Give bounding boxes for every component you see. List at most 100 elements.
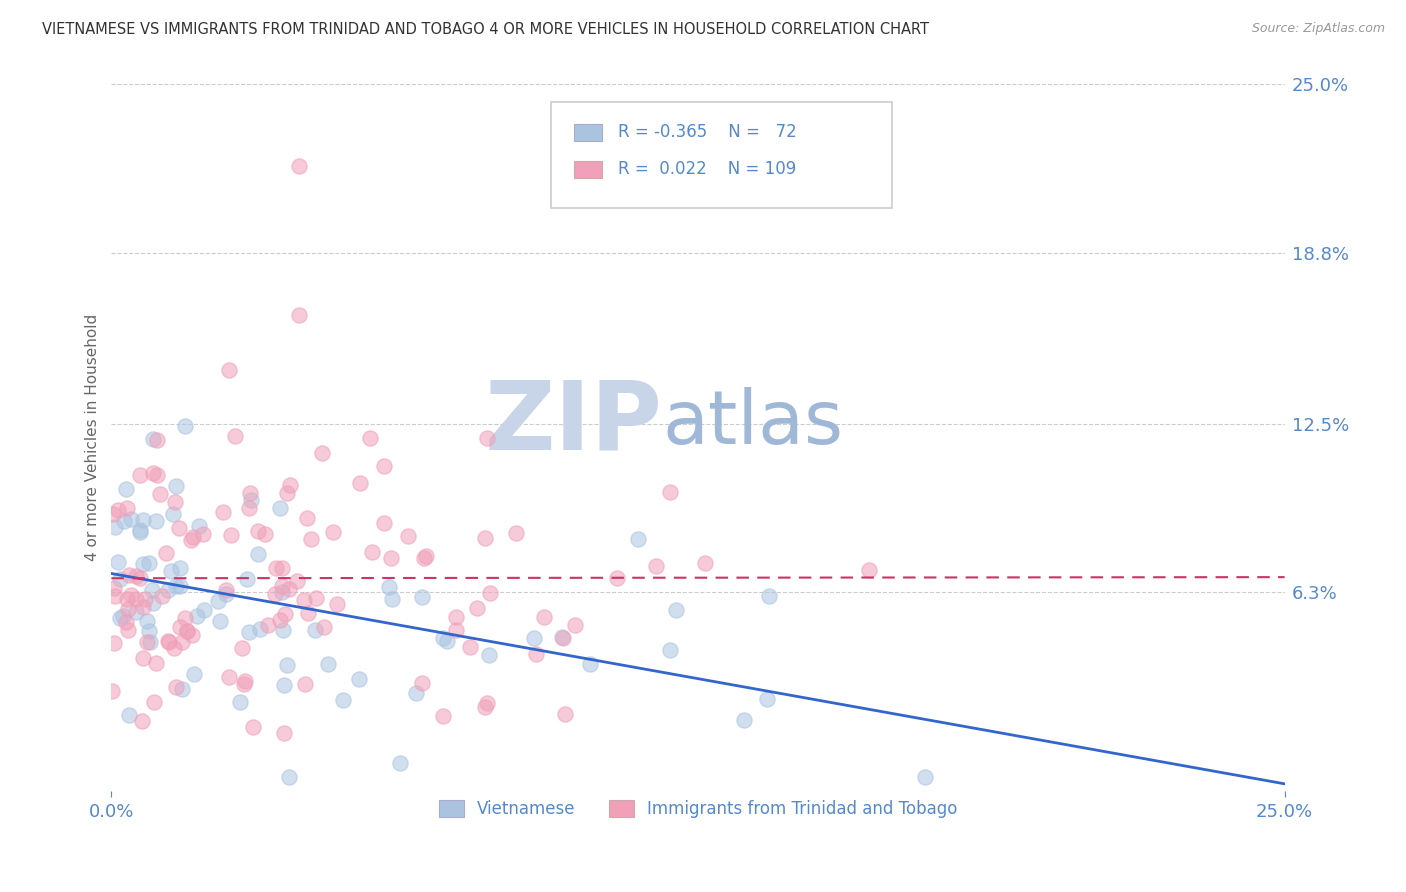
Point	[174, 419, 197, 434]
Point	[221, 528, 243, 542]
Point	[269, 501, 291, 516]
Point	[413, 550, 436, 565]
Point	[115, 591, 138, 606]
Point	[135, 614, 157, 628]
Point	[160, 564, 183, 578]
Point	[138, 556, 160, 570]
Point	[149, 486, 172, 500]
Point	[165, 579, 187, 593]
Point	[389, 756, 412, 771]
Point	[477, 697, 499, 711]
Point	[169, 579, 191, 593]
Point	[479, 586, 502, 600]
Point	[475, 430, 498, 444]
Point	[292, 592, 315, 607]
Point	[231, 640, 253, 655]
Point	[125, 569, 148, 583]
Point	[436, 633, 458, 648]
Legend: Vietnamese, Immigrants from Trinidad and Tobago: Vietnamese, Immigrants from Trinidad and…	[432, 793, 965, 824]
Point	[156, 583, 179, 598]
Point	[396, 529, 419, 543]
Point	[183, 667, 205, 681]
Point	[273, 726, 295, 740]
Text: R = -0.365    N =   72: R = -0.365 N = 72	[619, 123, 797, 142]
Point	[157, 635, 180, 649]
Point	[180, 533, 202, 547]
Point	[270, 579, 292, 593]
Point	[465, 600, 488, 615]
Point	[277, 582, 299, 596]
Point	[271, 624, 294, 638]
Point	[112, 514, 135, 528]
Point	[239, 485, 262, 500]
Point	[136, 634, 159, 648]
Point	[103, 636, 125, 650]
Point	[110, 611, 132, 625]
Point	[146, 467, 169, 482]
Point	[756, 691, 779, 706]
Point	[505, 526, 527, 541]
Y-axis label: 4 or more Vehicles in Household: 4 or more Vehicles in Household	[86, 314, 100, 561]
Point	[693, 556, 716, 570]
Text: ZIP: ZIP	[485, 377, 662, 470]
Point	[142, 695, 165, 709]
Point	[322, 525, 344, 540]
Point	[273, 677, 295, 691]
Point	[142, 433, 165, 447]
Point	[163, 495, 186, 509]
Point	[378, 580, 401, 594]
Point	[326, 597, 349, 611]
Point	[129, 467, 152, 482]
Point	[209, 615, 232, 629]
Point	[155, 546, 177, 560]
Point	[294, 677, 316, 691]
Point	[117, 500, 139, 515]
Point	[142, 466, 165, 480]
Point	[432, 631, 454, 645]
Point	[644, 559, 666, 574]
Point	[218, 670, 240, 684]
Point	[249, 622, 271, 636]
Point	[128, 523, 150, 537]
Point	[240, 492, 263, 507]
Point	[297, 607, 319, 621]
FancyBboxPatch shape	[574, 124, 602, 141]
Point	[115, 482, 138, 496]
Point	[215, 587, 238, 601]
Point	[107, 503, 129, 517]
Point	[173, 610, 195, 624]
Point	[211, 505, 233, 519]
Text: R =  0.022    N = 109: R = 0.022 N = 109	[619, 161, 796, 178]
Point	[373, 516, 395, 531]
Point	[215, 582, 238, 597]
Point	[415, 549, 437, 563]
Point	[373, 458, 395, 473]
Point	[233, 677, 256, 691]
Point	[270, 560, 292, 574]
Point	[474, 531, 496, 545]
Point	[117, 623, 139, 637]
Point	[311, 446, 333, 460]
Point	[523, 631, 546, 645]
Point	[274, 607, 297, 621]
Point	[276, 657, 298, 672]
Point	[264, 560, 287, 574]
Point	[233, 673, 256, 688]
Point	[478, 648, 501, 663]
Point	[305, 591, 328, 606]
Point	[380, 551, 402, 566]
Point	[312, 620, 335, 634]
Point	[627, 532, 650, 546]
Point	[169, 561, 191, 575]
Point	[579, 657, 602, 671]
Point	[858, 563, 880, 577]
Point	[169, 521, 191, 535]
Point	[247, 547, 270, 561]
Point	[316, 657, 339, 672]
Point	[176, 624, 198, 638]
Point	[131, 714, 153, 729]
Point	[118, 567, 141, 582]
Point	[228, 695, 250, 709]
Point	[285, 574, 308, 589]
Point	[132, 600, 155, 615]
